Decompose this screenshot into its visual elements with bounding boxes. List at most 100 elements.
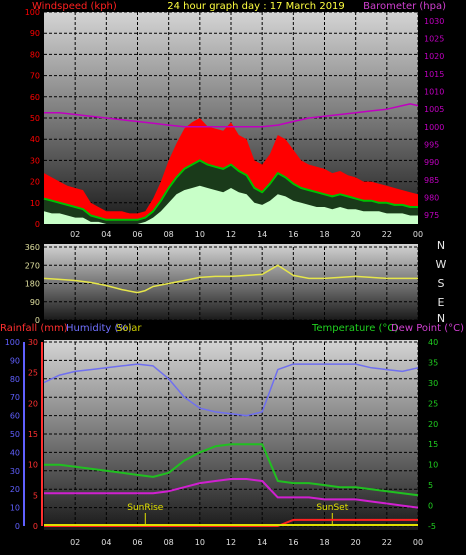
barometer-tick-label: 1015 — [424, 70, 444, 79]
time-tick-label: 04 — [101, 538, 111, 547]
barometer-line — [44, 103, 419, 128]
compass-n-bottom: N — [437, 312, 445, 325]
time-tick-label: 10 — [195, 538, 205, 547]
compass-s: S — [438, 277, 445, 290]
time-tick-label: 02 — [70, 538, 80, 547]
wind-average-line — [43, 159, 418, 221]
time-tick-label: 20 — [351, 230, 361, 239]
barometer-tick-label: 1025 — [424, 35, 444, 44]
humidity-axis-title: Humidity (%) — [66, 323, 132, 334]
time-tick-label: 08 — [164, 230, 174, 239]
barometer-tick-label: 1000 — [424, 123, 444, 132]
rainfall-tick-label: 25 — [28, 369, 38, 378]
time-tick-label: 04 — [101, 230, 111, 239]
solar-marker-label: SunRise — [127, 503, 164, 513]
time-tick-label: 00 — [413, 538, 423, 547]
dewpoint-axis-title: Dew Point (°C) — [391, 323, 464, 334]
temperature-tick-label: 10 — [428, 461, 438, 470]
time-tick-label: 08 — [164, 538, 174, 547]
temperature-tick-label: 35 — [428, 358, 438, 367]
rainfall-tick-label: 30 — [28, 338, 38, 347]
time-tick-label: 22 — [382, 230, 392, 239]
humidity-tick-label: 70 — [10, 393, 20, 402]
temperature-tick-label: 30 — [428, 379, 438, 388]
humidity-tick-label: 0 — [15, 522, 20, 531]
windspeed-tick-label: 20 — [30, 178, 40, 187]
wind-direction-line — [43, 264, 418, 294]
compass-w: W — [436, 258, 447, 271]
direction-tick-label: 360 — [25, 243, 40, 252]
time-tick-label: 14 — [257, 230, 267, 239]
humidity-tick-label: 20 — [10, 485, 20, 494]
dewpoint-line — [44, 478, 419, 509]
windspeed-tick-label: 90 — [30, 29, 40, 38]
barometer-tick-label: 990 — [424, 158, 439, 167]
humidity-tick-label: 100 — [5, 338, 20, 347]
direction-tick-label: 0 — [35, 316, 40, 325]
time-tick-label: 18 — [319, 230, 329, 239]
windspeed-tick-label: 50 — [30, 114, 40, 123]
time-tick-label: 12 — [226, 538, 236, 547]
temperature-tick-label: 5 — [428, 481, 433, 490]
temperature-tick-label: 15 — [428, 440, 438, 449]
barometer-tick-label: 1010 — [424, 88, 444, 97]
windspeed-tick-label: 40 — [30, 135, 40, 144]
humidity-tick-label: 30 — [10, 467, 20, 476]
windspeed-tick-label: 100 — [25, 8, 40, 17]
humidity-tick-label: 50 — [10, 430, 20, 439]
windspeed-tick-label: 80 — [30, 50, 40, 59]
windspeed-tick-label: 10 — [30, 199, 40, 208]
time-tick-label: 06 — [132, 230, 142, 239]
rainfall-tick-label: 15 — [28, 430, 38, 439]
graph-title: 24 hour graph day : 17 March 2019 — [167, 1, 345, 12]
chart-series: SunRise SunSet — [43, 103, 419, 527]
time-tick-label: 02 — [70, 230, 80, 239]
windspeed-tick-label: 0 — [35, 220, 40, 229]
time-tick-label: 16 — [288, 538, 298, 547]
solar-marker-label: SunSet — [316, 503, 348, 513]
direction-tick-label: 180 — [25, 280, 40, 289]
rainfall-tick-label: 5 — [33, 491, 38, 500]
temperature-tick-label: 25 — [428, 399, 438, 408]
solar-axis-title: Solar — [116, 323, 142, 334]
humidity-tick-label: 10 — [10, 504, 20, 513]
rainfall-tick-label: 10 — [28, 461, 38, 470]
windspeed-tick-label: 30 — [30, 156, 40, 165]
direction-tick-label: 270 — [25, 261, 40, 270]
time-tick-label: 20 — [351, 538, 361, 547]
rainfall-tick-label: 0 — [33, 522, 38, 531]
humidity-tick-label: 60 — [10, 412, 20, 421]
time-tick-label: 10 — [195, 230, 205, 239]
time-tick-label: 06 — [132, 538, 142, 547]
barometer-tick-label: 1020 — [424, 52, 444, 61]
windspeed-tick-label: 60 — [30, 93, 40, 102]
time-tick-label: 18 — [319, 538, 329, 547]
time-tick-label: 12 — [226, 230, 236, 239]
barometer-tick-label: 975 — [424, 211, 439, 220]
temperature-line — [44, 443, 419, 497]
barometer-tick-label: 1005 — [424, 105, 444, 114]
time-tick-label: 14 — [257, 538, 267, 547]
temperature-tick-label: 0 — [428, 502, 433, 511]
barometer-tick-label: 995 — [424, 141, 439, 150]
barometer-tick-label: 980 — [424, 194, 439, 203]
windspeed-axis-title: Windspeed (kph) — [32, 1, 117, 12]
time-tick-label: 22 — [382, 538, 392, 547]
rainfall-tick-label: 20 — [28, 399, 38, 408]
wind-lull-area — [44, 185, 418, 224]
time-tick-label: 16 — [288, 230, 298, 239]
barometer-tick-label: 985 — [424, 176, 439, 185]
rainfall-axis-title: Rainfall (mm) — [0, 323, 68, 334]
barometer-tick-label: 1030 — [424, 17, 444, 26]
temperature-tick-label: -5 — [428, 522, 436, 531]
humidity-tick-label: 90 — [10, 356, 20, 365]
compass-n-top: N — [437, 239, 445, 252]
direction-tick-label: 90 — [30, 298, 40, 307]
temperature-tick-label: 40 — [428, 338, 438, 347]
humidity-line — [43, 363, 419, 417]
humidity-tick-label: 80 — [10, 375, 20, 384]
barometer-axis-title: Barometer (hpa) — [363, 1, 446, 12]
humidity-tick-label: 40 — [10, 448, 20, 457]
temperature-tick-label: 20 — [428, 420, 438, 429]
